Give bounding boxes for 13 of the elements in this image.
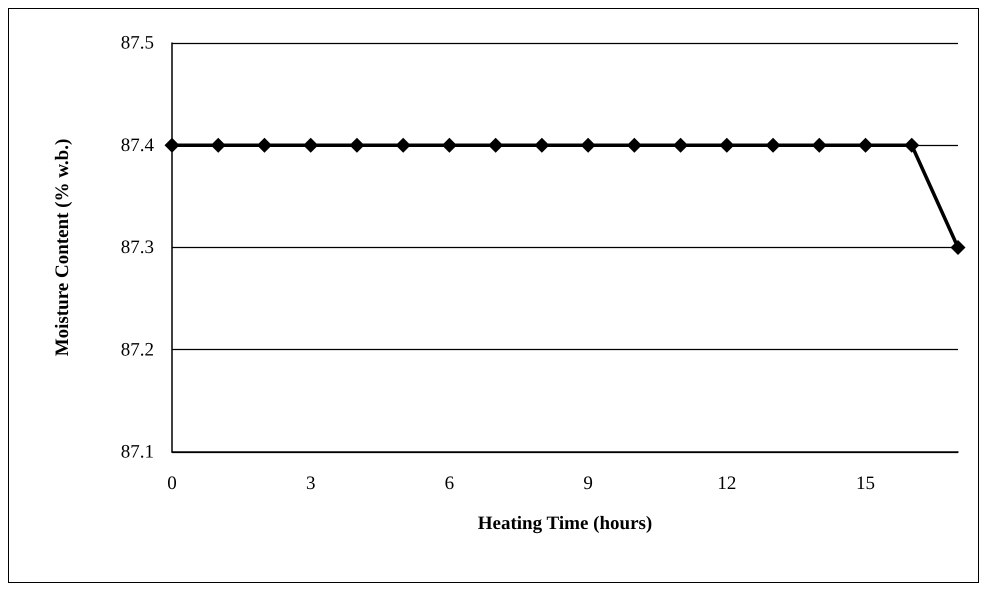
x-tick-label: 3: [306, 473, 316, 494]
x-tick-label: 0: [167, 473, 177, 494]
x-tick-label: 15: [856, 473, 876, 494]
x-tick-label: 12: [717, 473, 736, 494]
x-axis-title: Heating Time (hours): [478, 513, 652, 534]
x-tick-label: 9: [583, 473, 593, 494]
y-tick-label: 87.5: [120, 32, 154, 54]
y-tick-label: 87.4: [120, 134, 154, 156]
y-tick-label: 87.1: [120, 442, 154, 462]
y-tick-label: 87.3: [120, 237, 154, 258]
x-tick-label: 6: [444, 473, 454, 494]
y-axis-title: Moisture Content (% w.b.): [52, 138, 73, 356]
y-tick-label: 87.2: [120, 339, 154, 360]
